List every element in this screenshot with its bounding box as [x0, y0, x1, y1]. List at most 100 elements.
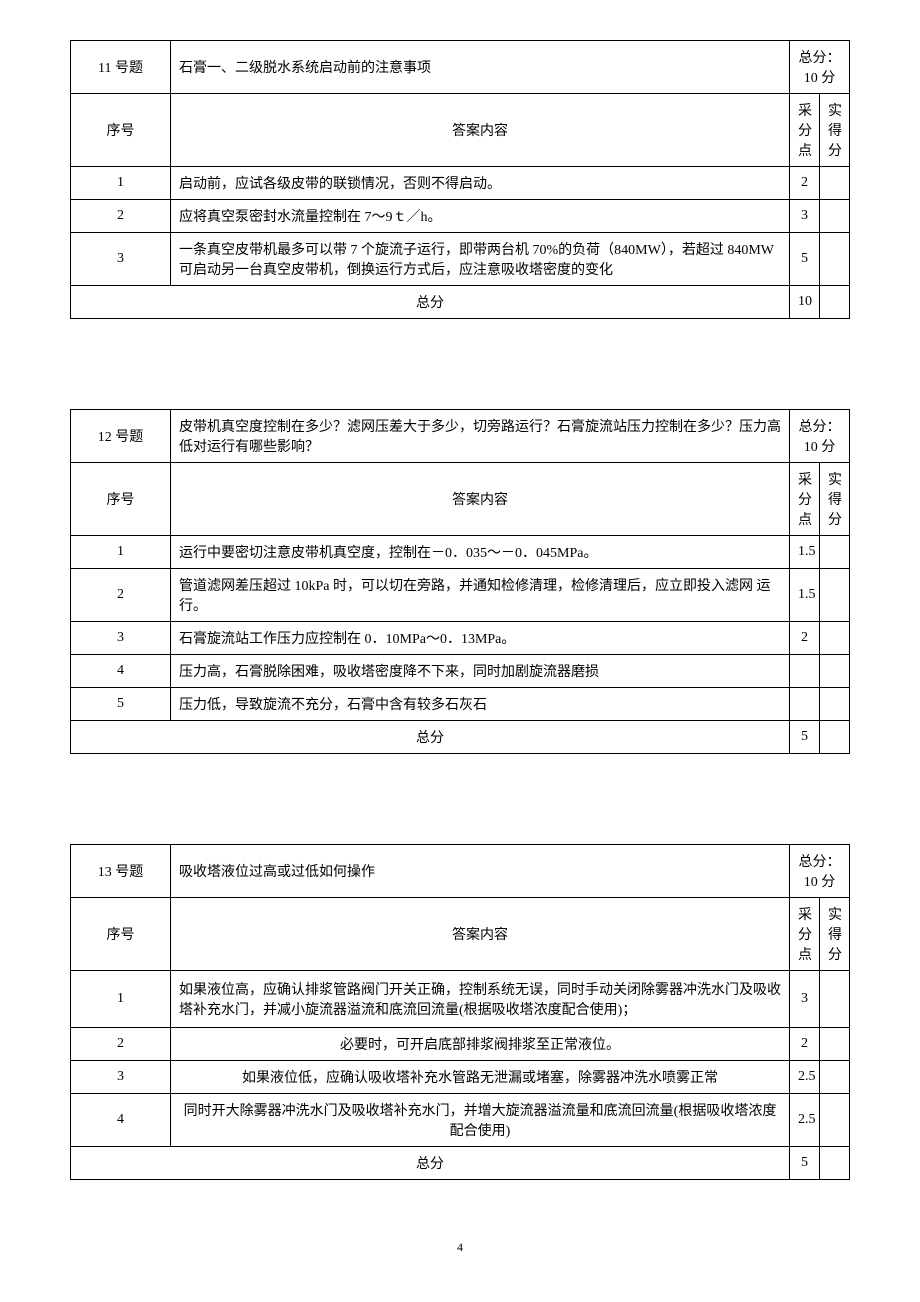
row-content: 运行中要密切注意皮带机真空度，控制在－0．035～－0．045MPa。: [171, 536, 790, 569]
total-label-cell: 总分: [71, 721, 790, 754]
question-title-row: 13 号题 吸收塔液位过高或过低如何操作 总分： 10 分: [71, 845, 850, 898]
total-label: 总分：: [799, 420, 841, 435]
header-points: 采分点: [790, 898, 820, 971]
row-score: [820, 233, 850, 286]
row-points: [790, 655, 820, 688]
row-points: 1.5: [790, 536, 820, 569]
row-points: 3: [790, 200, 820, 233]
table-row: 1 启动前，应试各级皮带的联锁情况，否则不得启动。 2: [71, 167, 850, 200]
row-seq: 2: [71, 200, 171, 233]
table-row: 2 应将真空泵密封水流量控制在 7～9ｔ／h。 3: [71, 200, 850, 233]
row-content: 石膏旋流站工作压力应控制在 0．10MPa～0．13MPa。: [171, 622, 790, 655]
total-row: 总分 10: [71, 286, 850, 319]
table-row: 2 管道滤网差压超过 10kPa 时，可以切在旁路，并通知检修清理，检修清理后，…: [71, 569, 850, 622]
table-row: 1 运行中要密切注意皮带机真空度，控制在－0．035～－0．045MPa。 1.…: [71, 536, 850, 569]
table-row: 1 如果液位高，应确认排浆管路阀门开关正确，控制系统无误，同时手动关闭除雾器冲洗…: [71, 971, 850, 1028]
row-score: [820, 655, 850, 688]
header-content: 答案内容: [171, 898, 790, 971]
row-score: [820, 1094, 850, 1147]
row-points: 5: [790, 233, 820, 286]
row-points: 2: [790, 622, 820, 655]
header-seq: 序号: [71, 898, 171, 971]
row-seq: 2: [71, 569, 171, 622]
row-content: 同时开大除雾器冲洗水门及吸收塔补充水门，并增大旋流器溢流量和底流回流量(根据吸收…: [171, 1094, 790, 1147]
row-points: [790, 688, 820, 721]
question-11-table: 11 号题 石膏一、二级脱水系统启动前的注意事项 总分： 10 分 序号 答案内…: [70, 40, 850, 319]
row-score: [820, 622, 850, 655]
header-points: 采分点: [790, 463, 820, 536]
question-13-table: 13 号题 吸收塔液位过高或过低如何操作 总分： 10 分 序号 答案内容 采分…: [70, 844, 850, 1180]
row-content: 压力高，石膏脱除困难，吸收塔密度降不下来，同时加剧旋流器磨损: [171, 655, 790, 688]
header-seq: 序号: [71, 463, 171, 536]
table-row: 3 一条真空皮带机最多可以带 7 个旋流子运行，即带两台机 70%的负荷（840…: [71, 233, 850, 286]
row-seq: 3: [71, 1061, 171, 1094]
row-seq: 1: [71, 167, 171, 200]
total-points-cell: 5: [790, 721, 820, 754]
header-seq: 序号: [71, 94, 171, 167]
table-row: 3 如果液位低，应确认吸收塔补充水管路无泄漏或堵塞，除雾器冲洗水喷雾正常 2.5: [71, 1061, 850, 1094]
row-score: [820, 688, 850, 721]
row-seq: 3: [71, 622, 171, 655]
header-score: 实得分: [820, 463, 850, 536]
total-score-value: 10 分: [804, 71, 836, 86]
header-content: 答案内容: [171, 94, 790, 167]
row-seq: 4: [71, 655, 171, 688]
row-score: [820, 569, 850, 622]
row-content: 如果液位低，应确认吸收塔补充水管路无泄漏或堵塞，除雾器冲洗水喷雾正常: [171, 1061, 790, 1094]
question-number-cell: 11 号题: [71, 41, 171, 94]
table-row: 4 同时开大除雾器冲洗水门及吸收塔补充水门，并增大旋流器溢流量和底流回流量(根据…: [71, 1094, 850, 1147]
row-seq: 5: [71, 688, 171, 721]
page-number: 4: [70, 1240, 850, 1255]
table-header-row: 序号 答案内容 采分点 实得分: [71, 898, 850, 971]
row-score: [820, 200, 850, 233]
row-score: [820, 167, 850, 200]
total-score-value: 10 分: [804, 440, 836, 455]
row-content: 应将真空泵密封水流量控制在 7～9ｔ／h。: [171, 200, 790, 233]
row-score: [820, 536, 850, 569]
total-label-cell: 总分: [71, 286, 790, 319]
row-points: 2.5: [790, 1061, 820, 1094]
total-row: 总分 5: [71, 1147, 850, 1180]
question-title-cell: 皮带机真空度控制在多少？滤网压差大于多少，切旁路运行？石膏旋流站压力控制在多少？…: [171, 410, 790, 463]
question-title-row: 11 号题 石膏一、二级脱水系统启动前的注意事项 总分： 10 分: [71, 41, 850, 94]
row-seq: 2: [71, 1028, 171, 1061]
table-row: 5 压力低，导致旋流不充分，石膏中含有较多石灰石: [71, 688, 850, 721]
total-score-cell: 总分： 10 分: [790, 410, 850, 463]
total-score-cell-empty: [820, 721, 850, 754]
header-points: 采分点: [790, 94, 820, 167]
row-points: 2: [790, 167, 820, 200]
header-score: 实得分: [820, 898, 850, 971]
row-score: [820, 971, 850, 1028]
question-title-cell: 吸收塔液位过高或过低如何操作: [171, 845, 790, 898]
row-content: 压力低，导致旋流不充分，石膏中含有较多石灰石: [171, 688, 790, 721]
row-score: [820, 1028, 850, 1061]
table-header-row: 序号 答案内容 采分点 实得分: [71, 463, 850, 536]
total-score-cell: 总分： 10 分: [790, 845, 850, 898]
row-content: 必要时，可开启底部排浆阀排浆至正常液位。: [171, 1028, 790, 1061]
question-12-table: 12 号题 皮带机真空度控制在多少？滤网压差大于多少，切旁路运行？石膏旋流站压力…: [70, 409, 850, 754]
total-points-cell: 5: [790, 1147, 820, 1180]
row-seq: 3: [71, 233, 171, 286]
table-row: 4 压力高，石膏脱除困难，吸收塔密度降不下来，同时加剧旋流器磨损: [71, 655, 850, 688]
total-score-cell: 总分： 10 分: [790, 41, 850, 94]
total-points-cell: 10: [790, 286, 820, 319]
row-score: [820, 1061, 850, 1094]
row-seq: 1: [71, 971, 171, 1028]
table-row: 3 石膏旋流站工作压力应控制在 0．10MPa～0．13MPa。 2: [71, 622, 850, 655]
row-points: 2: [790, 1028, 820, 1061]
row-points: 3: [790, 971, 820, 1028]
row-points: 1.5: [790, 569, 820, 622]
question-title-cell: 石膏一、二级脱水系统启动前的注意事项: [171, 41, 790, 94]
total-label: 总分：: [799, 51, 841, 66]
total-row: 总分 5: [71, 721, 850, 754]
question-number-cell: 12 号题: [71, 410, 171, 463]
row-seq: 4: [71, 1094, 171, 1147]
row-content: 一条真空皮带机最多可以带 7 个旋流子运行，即带两台机 70%的负荷（840MW…: [171, 233, 790, 286]
table-row: 2 必要时，可开启底部排浆阀排浆至正常液位。 2: [71, 1028, 850, 1061]
row-content: 启动前，应试各级皮带的联锁情况，否则不得启动。: [171, 167, 790, 200]
question-number-cell: 13 号题: [71, 845, 171, 898]
row-seq: 1: [71, 536, 171, 569]
row-content: 如果液位高，应确认排浆管路阀门开关正确，控制系统无误，同时手动关闭除雾器冲洗水门…: [171, 971, 790, 1028]
total-score-cell-empty: [820, 1147, 850, 1180]
row-content: 管道滤网差压超过 10kPa 时，可以切在旁路，并通知检修清理，检修清理后，应立…: [171, 569, 790, 622]
